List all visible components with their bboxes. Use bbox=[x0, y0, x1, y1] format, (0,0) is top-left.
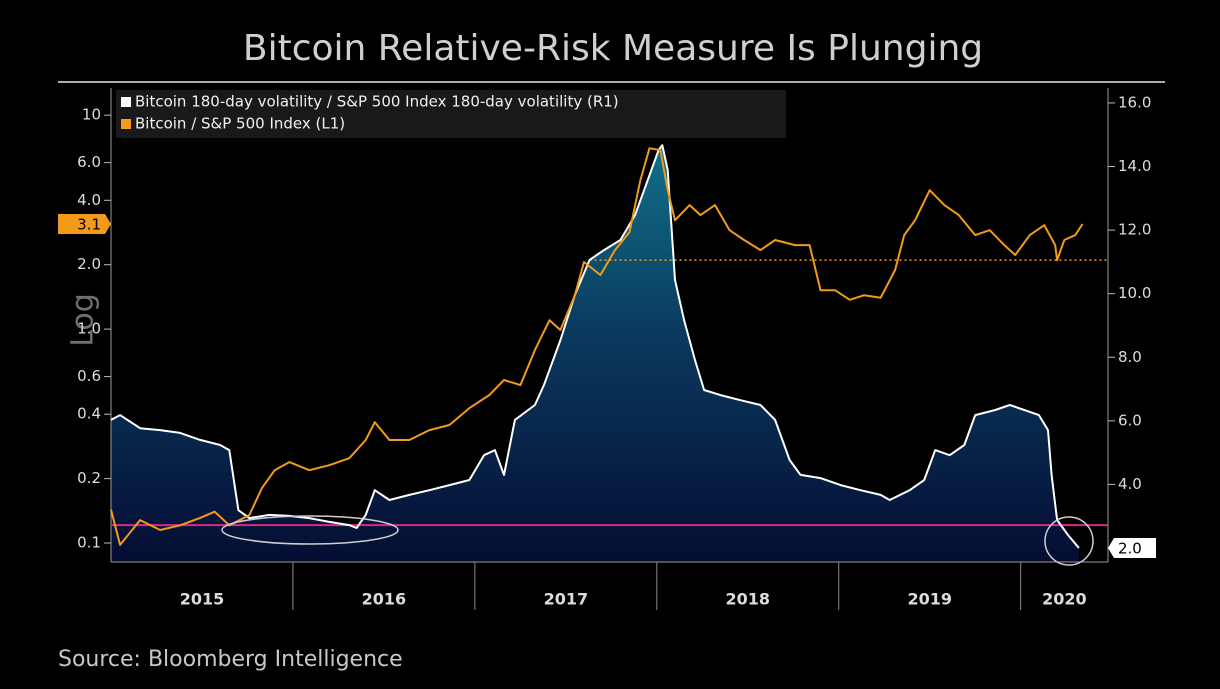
y-tick-label: 1.0 bbox=[77, 320, 101, 338]
y-tick-label: 10 bbox=[82, 106, 101, 124]
legend-label: Bitcoin 180-day volatility / S&P 500 Ind… bbox=[135, 93, 619, 111]
end-badge-label: 2.0 bbox=[1118, 540, 1142, 558]
y2-tick-label: 14.0 bbox=[1118, 157, 1151, 175]
y-axis-label: Log bbox=[66, 293, 101, 347]
y-tick-label: 0.2 bbox=[77, 469, 101, 487]
highlight-circle bbox=[1044, 516, 1094, 566]
x-tick-label: 2015 bbox=[180, 590, 225, 609]
x-tick-label: 2016 bbox=[362, 590, 407, 609]
y2-tick-label: 12.0 bbox=[1118, 221, 1151, 239]
legend-swatch bbox=[121, 97, 131, 107]
y-tick-label: 2.0 bbox=[77, 255, 101, 273]
x-tick-label: 2020 bbox=[1042, 590, 1087, 609]
y-tick-label: 6.0 bbox=[77, 153, 101, 171]
legend-swatch bbox=[121, 119, 131, 129]
y2-tick-label: 16.0 bbox=[1118, 93, 1151, 111]
y2-tick-label: 6.0 bbox=[1118, 411, 1142, 429]
x-tick-label: 2017 bbox=[544, 590, 589, 609]
series-line bbox=[110, 147, 1084, 546]
x-tick-label: 2019 bbox=[907, 590, 952, 609]
chart-title: Bitcoin Relative-Risk Measure Is Plungin… bbox=[243, 28, 983, 69]
area-layer bbox=[111, 145, 1079, 562]
y2-tick-label: 4.0 bbox=[1118, 475, 1142, 493]
x-tick-label: 2018 bbox=[726, 590, 771, 609]
y-tick-label: 0.6 bbox=[77, 367, 101, 385]
end-badge bbox=[1108, 538, 1156, 559]
y2-tick-label: 8.0 bbox=[1118, 348, 1142, 366]
legend-label: Bitcoin / S&P 500 Index (L1) bbox=[135, 115, 345, 133]
y-tick-label: 0.1 bbox=[77, 533, 101, 551]
highlight-ellipse bbox=[221, 515, 399, 545]
y-tick-label: 0.4 bbox=[77, 405, 101, 423]
plot-layer: 0.1 0.2 0.4 0.6 1.0 2.0 4.0 6.0 10 2.0 4.0 6.0 8.0 10… bbox=[58, 88, 1156, 610]
y-tick-label: 4.0 bbox=[77, 191, 101, 209]
y2-tick-label: 10.0 bbox=[1118, 284, 1151, 302]
end-badge bbox=[58, 213, 111, 234]
end-badge-label: 3.1 bbox=[77, 215, 101, 233]
legend-box bbox=[116, 90, 786, 138]
source-note: Source: Bloomberg Intelligence bbox=[58, 647, 403, 672]
series-area bbox=[111, 145, 1079, 562]
